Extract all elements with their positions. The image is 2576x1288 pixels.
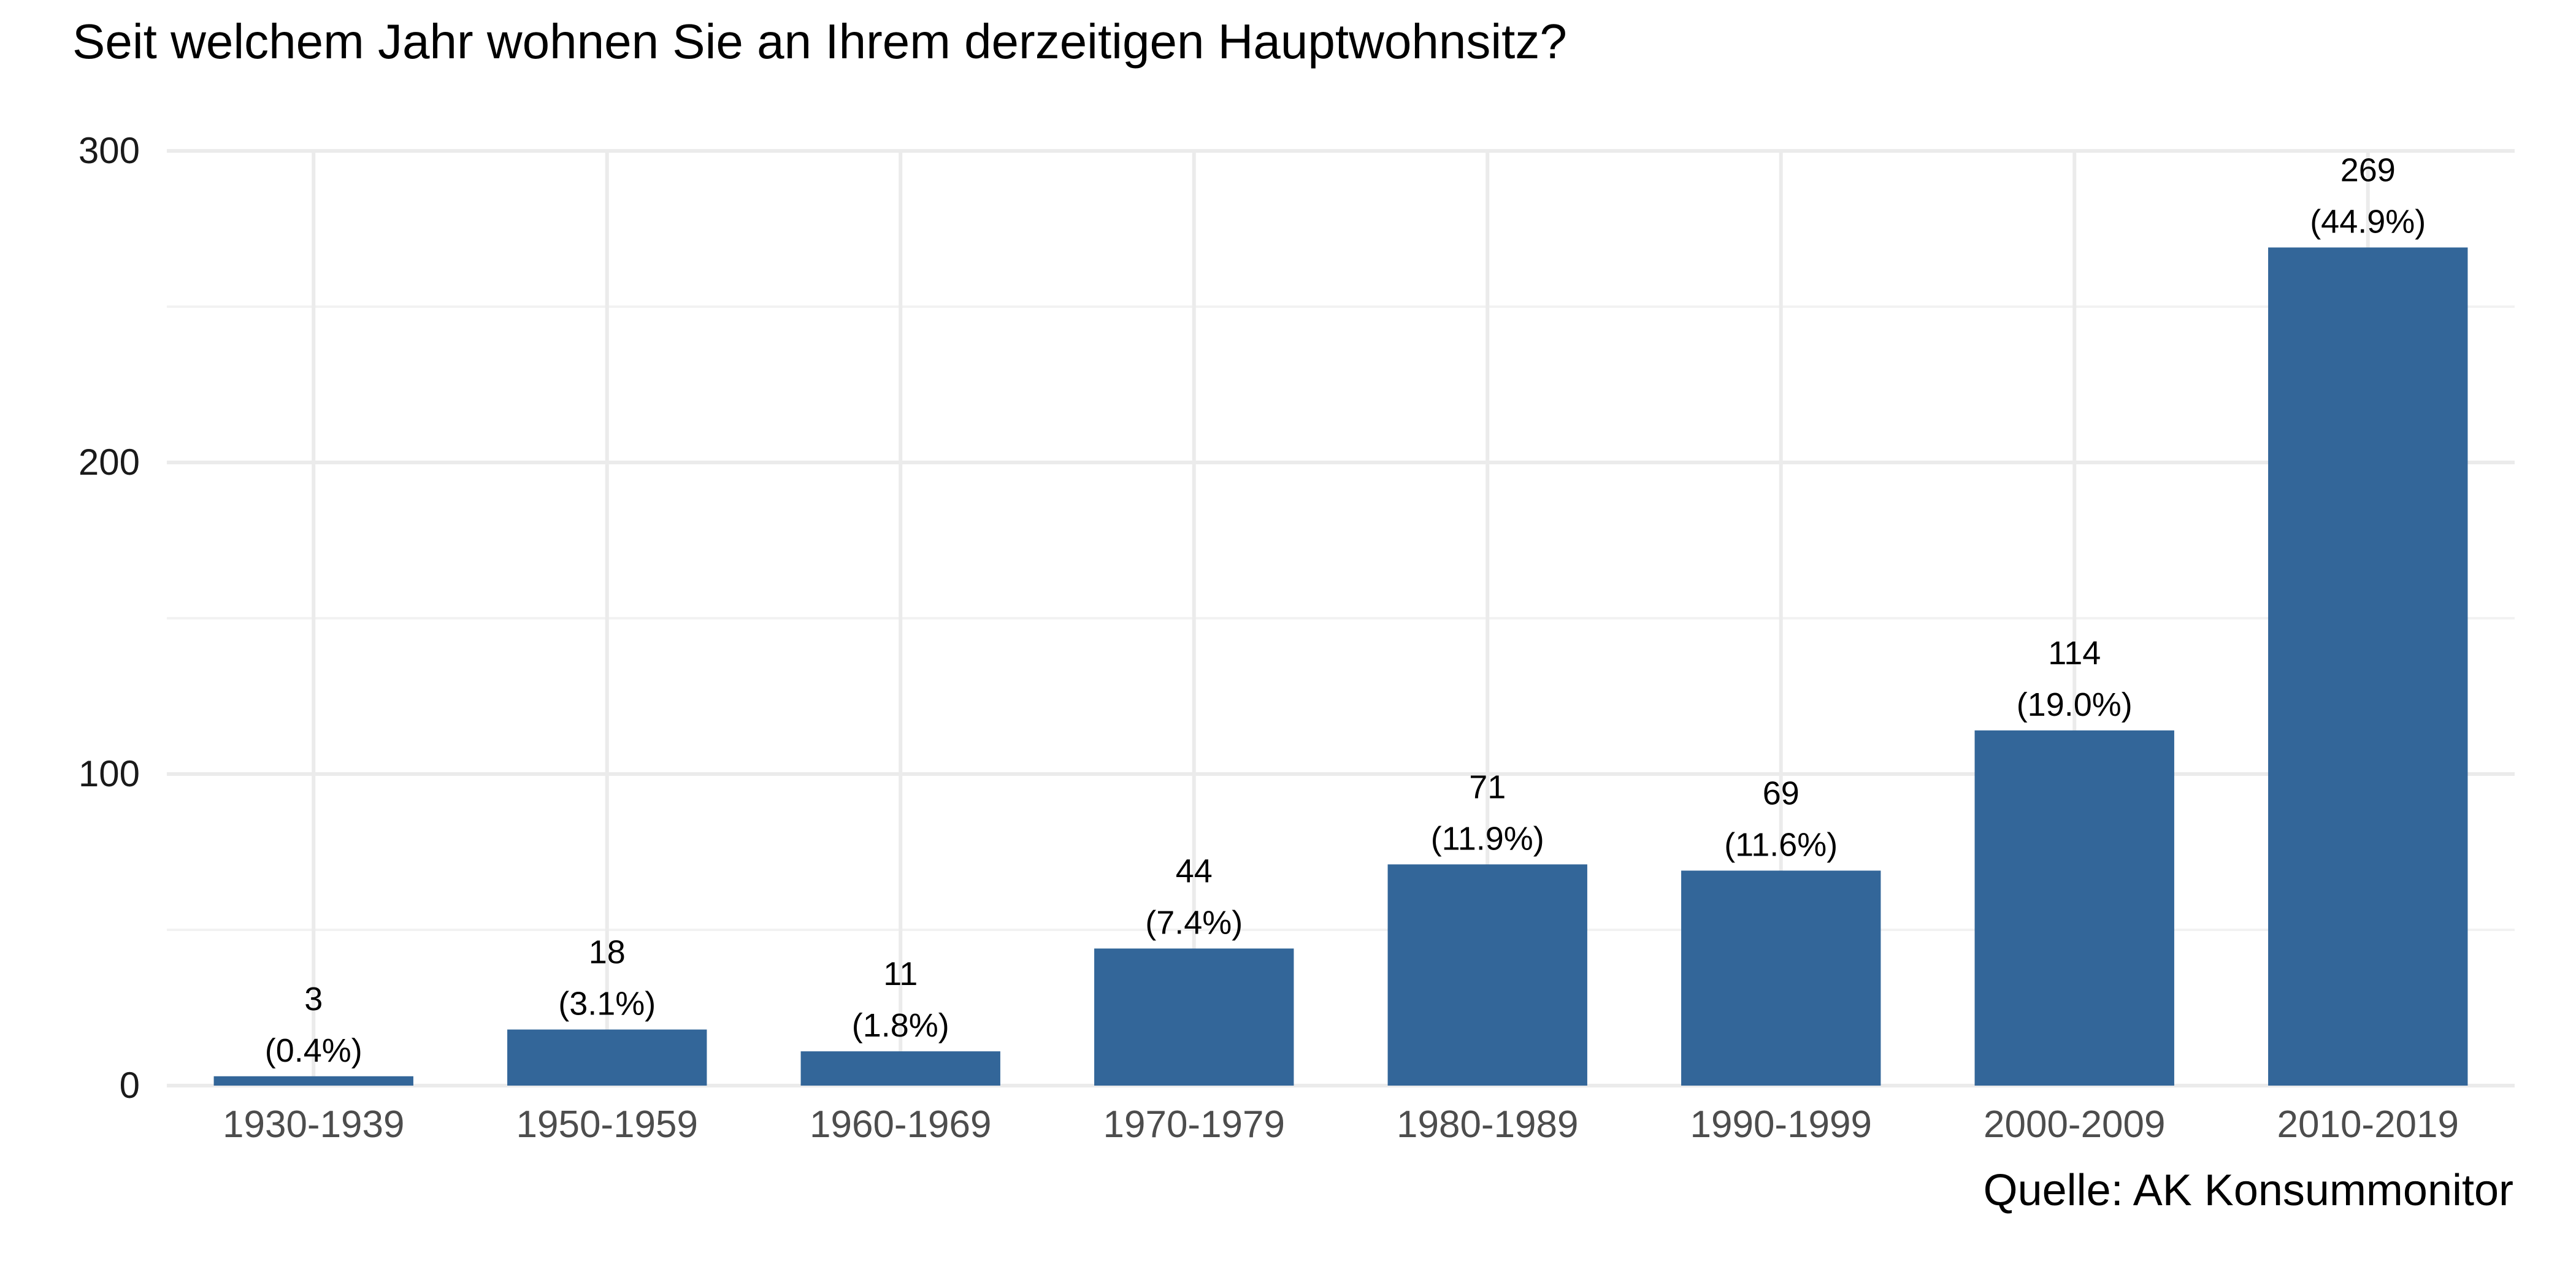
bar [213,1076,413,1086]
data-label-value: 44 [1176,853,1213,889]
y-axis-ticks: 0 100 200 300 [79,130,140,1106]
y-tick-label: 300 [79,130,140,171]
x-axis-ticks: 1930-1939 1950-1959 1960-1969 1970-1979 1980… [223,1103,2459,1146]
data-label-value: 3 [304,981,323,1018]
x-tick-label: 1960-1969 [810,1103,992,1146]
data-labels: 3 (0.4%) 18 (3.1%) 11 (1.8%) 44 (7.4%) 71 (11.9%)… [265,151,2426,1068]
x-tick-label: 1930-1939 [223,1103,405,1146]
data-label-percent: (1.8%) [852,1007,949,1044]
bar [1974,730,2174,1086]
x-tick-label: 2010-2019 [2277,1103,2459,1146]
data-label-value: 18 [589,934,626,971]
bar [2268,247,2468,1086]
bar [507,1029,707,1086]
data-label-value: 269 [2340,151,2396,188]
x-tick-label: 1990-1999 [1690,1103,1873,1146]
data-label-value: 11 [883,956,918,992]
bars [213,247,2468,1086]
source-note: Quelle: AK Konsummonitor [1983,1166,2513,1215]
data-label-percent: (11.9%) [1431,820,1544,857]
y-tick-label: 0 [120,1065,140,1106]
data-label-percent: (7.4%) [1145,904,1243,941]
y-tick-label: 200 [79,442,140,483]
data-label-value: 69 [1763,775,1800,811]
data-label-percent: (11.6%) [1724,826,1838,863]
x-tick-label: 1980-1989 [1397,1103,1579,1146]
x-tick-label: 1970-1979 [1103,1103,1286,1146]
x-tick-label: 2000-2009 [1984,1103,2166,1146]
bar [1387,864,1587,1086]
data-label-value: 71 [1469,769,1506,805]
bar [1094,948,1294,1086]
chart-title: Seit welchem Jahr wohnen Sie an Ihrem de… [72,14,1567,69]
data-label-percent: (0.4%) [265,1032,362,1069]
bar [800,1051,1000,1086]
data-label-value: 114 [2048,635,2101,672]
x-tick-label: 1950-1959 [516,1103,699,1146]
data-label-percent: (19.0%) [2017,686,2133,723]
y-tick-label: 100 [79,753,140,794]
data-label-percent: (44.9%) [2310,203,2426,240]
bar [1681,870,1881,1086]
data-label-percent: (3.1%) [558,986,656,1022]
